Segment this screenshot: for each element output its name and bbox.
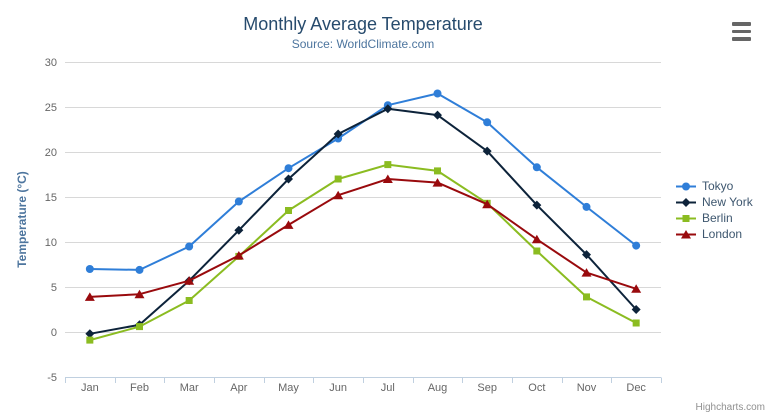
series-point-new-york-diamond-icon[interactable]: [333, 129, 343, 139]
hamburger-menu-icon: [732, 22, 751, 41]
legend-marker-circle-icon: [682, 182, 690, 190]
legend-marker-square-icon: [682, 214, 690, 222]
series-point-new-york-diamond-icon[interactable]: [284, 174, 293, 184]
legend-item-tokyo[interactable]: Tokyo: [675, 178, 753, 194]
series-line-berlin[interactable]: [88, 163, 638, 342]
legend-marker-triangle-icon: [676, 229, 696, 238]
series-point-tokyo-circle-icon[interactable]: [582, 202, 591, 211]
x-axis-label: Oct: [528, 382, 545, 394]
series-point-new-york-diamond-icon[interactable]: [631, 305, 641, 314]
series-point-berlin-square-icon[interactable]: [384, 161, 392, 169]
x-axis-label: May: [278, 382, 299, 394]
series-point-berlin-square-icon[interactable]: [434, 167, 441, 175]
legend-label: Berlin: [702, 211, 733, 225]
series-point-berlin-square-icon[interactable]: [533, 247, 541, 255]
series-point-new-york-diamond-icon[interactable]: [234, 225, 244, 235]
series-point-london-triangle-icon[interactable]: [283, 220, 294, 229]
x-axis-label: Dec: [626, 382, 646, 394]
series-point-tokyo-circle-icon[interactable]: [135, 265, 144, 274]
legend-marker-diamond-icon: [681, 197, 691, 207]
legend-label: New York: [702, 195, 753, 209]
series-point-new-york-diamond-icon[interactable]: [85, 329, 95, 339]
y-axis-label: 10: [45, 237, 57, 249]
series-line-new-york[interactable]: [88, 107, 638, 335]
series-line-london[interactable]: [88, 178, 638, 298]
series-point-tokyo-circle-icon[interactable]: [632, 241, 641, 250]
x-axis-label: Jul: [381, 382, 395, 394]
x-axis-label: Aug: [428, 382, 448, 394]
series-line-tokyo[interactable]: [88, 92, 638, 271]
legend-marker-square-icon: [676, 214, 696, 222]
y-axis-label: 25: [45, 102, 57, 114]
series-point-berlin-square-icon[interactable]: [632, 319, 640, 327]
series-point-new-york-diamond-icon[interactable]: [532, 200, 542, 210]
series-point-tokyo-circle-icon[interactable]: [483, 118, 492, 127]
series-point-new-york-diamond-icon[interactable]: [582, 250, 591, 260]
series-point-london-triangle-icon[interactable]: [432, 178, 443, 187]
legend-label: London: [702, 227, 743, 241]
series-point-new-york-diamond-icon[interactable]: [482, 146, 492, 156]
series-point-berlin-square-icon[interactable]: [334, 175, 342, 183]
y-axis-label: 20: [45, 147, 57, 159]
series-point-tokyo-circle-icon[interactable]: [85, 265, 94, 273]
series-point-london-triangle-icon[interactable]: [482, 199, 493, 209]
legend-item-new-york[interactable]: New York: [675, 194, 753, 210]
series-point-berlin-square-icon[interactable]: [185, 297, 193, 304]
y-axis-label: 30: [45, 57, 57, 69]
series-point-new-york-diamond-icon[interactable]: [383, 104, 393, 114]
series-point-london-triangle-icon[interactable]: [84, 292, 95, 301]
series-point-berlin-square-icon[interactable]: [86, 336, 94, 344]
series-point-tokyo-circle-icon[interactable]: [234, 197, 243, 206]
legend-marker-triangle-icon: [681, 229, 691, 238]
y-axis-label: 15: [45, 192, 57, 204]
y-axis-label: -5: [47, 372, 57, 384]
series-point-tokyo-circle-icon[interactable]: [284, 164, 293, 173]
legend-marker-diamond-icon: [676, 197, 696, 207]
chart-subtitle: Source: WorldClimate.com: [291, 37, 435, 51]
chart-title: Monthly Average Temperature: [243, 14, 483, 34]
x-axis-label: Nov: [577, 382, 597, 394]
x-axis-label: Jan: [81, 382, 99, 394]
series-point-berlin-square-icon[interactable]: [285, 207, 292, 214]
x-axis-label: Jun: [329, 382, 347, 394]
series-point-london-triangle-icon[interactable]: [382, 174, 393, 184]
legend-item-london[interactable]: London: [675, 226, 753, 242]
y-axis-label: 0: [51, 327, 57, 339]
legend: Tokyo New York Berlin London: [675, 178, 753, 242]
series-point-tokyo-circle-icon[interactable]: [185, 242, 194, 251]
legend-item-berlin[interactable]: Berlin: [675, 210, 753, 226]
series-point-london-triangle-icon[interactable]: [581, 268, 592, 277]
x-axis-label: Mar: [180, 382, 199, 394]
series-point-london-triangle-icon[interactable]: [134, 289, 145, 299]
legend-label: Tokyo: [702, 179, 734, 193]
series-point-london-triangle-icon[interactable]: [233, 251, 244, 260]
y-axis-title: Temperature (°C): [15, 171, 29, 268]
series-point-london-triangle-icon[interactable]: [184, 276, 195, 285]
series-point-london-triangle-icon[interactable]: [531, 234, 542, 244]
credits-link[interactable]: Highcharts.com: [695, 402, 765, 413]
chart-context-menu-button[interactable]: [731, 21, 752, 42]
series-point-tokyo-circle-icon[interactable]: [433, 89, 442, 98]
y-axis-label: 5: [51, 282, 57, 294]
series-point-berlin-square-icon[interactable]: [583, 293, 590, 301]
x-axis-label: Feb: [130, 382, 149, 394]
x-axis-label: Sep: [477, 382, 497, 394]
series-point-london-triangle-icon[interactable]: [333, 190, 344, 200]
x-axis-label: Apr: [230, 382, 247, 394]
legend-marker-circle-icon: [676, 182, 696, 190]
series-point-new-york-diamond-icon[interactable]: [433, 110, 442, 120]
series-point-tokyo-circle-icon[interactable]: [532, 163, 541, 172]
series-point-berlin-square-icon[interactable]: [136, 323, 143, 331]
series-point-london-triangle-icon[interactable]: [631, 284, 642, 293]
